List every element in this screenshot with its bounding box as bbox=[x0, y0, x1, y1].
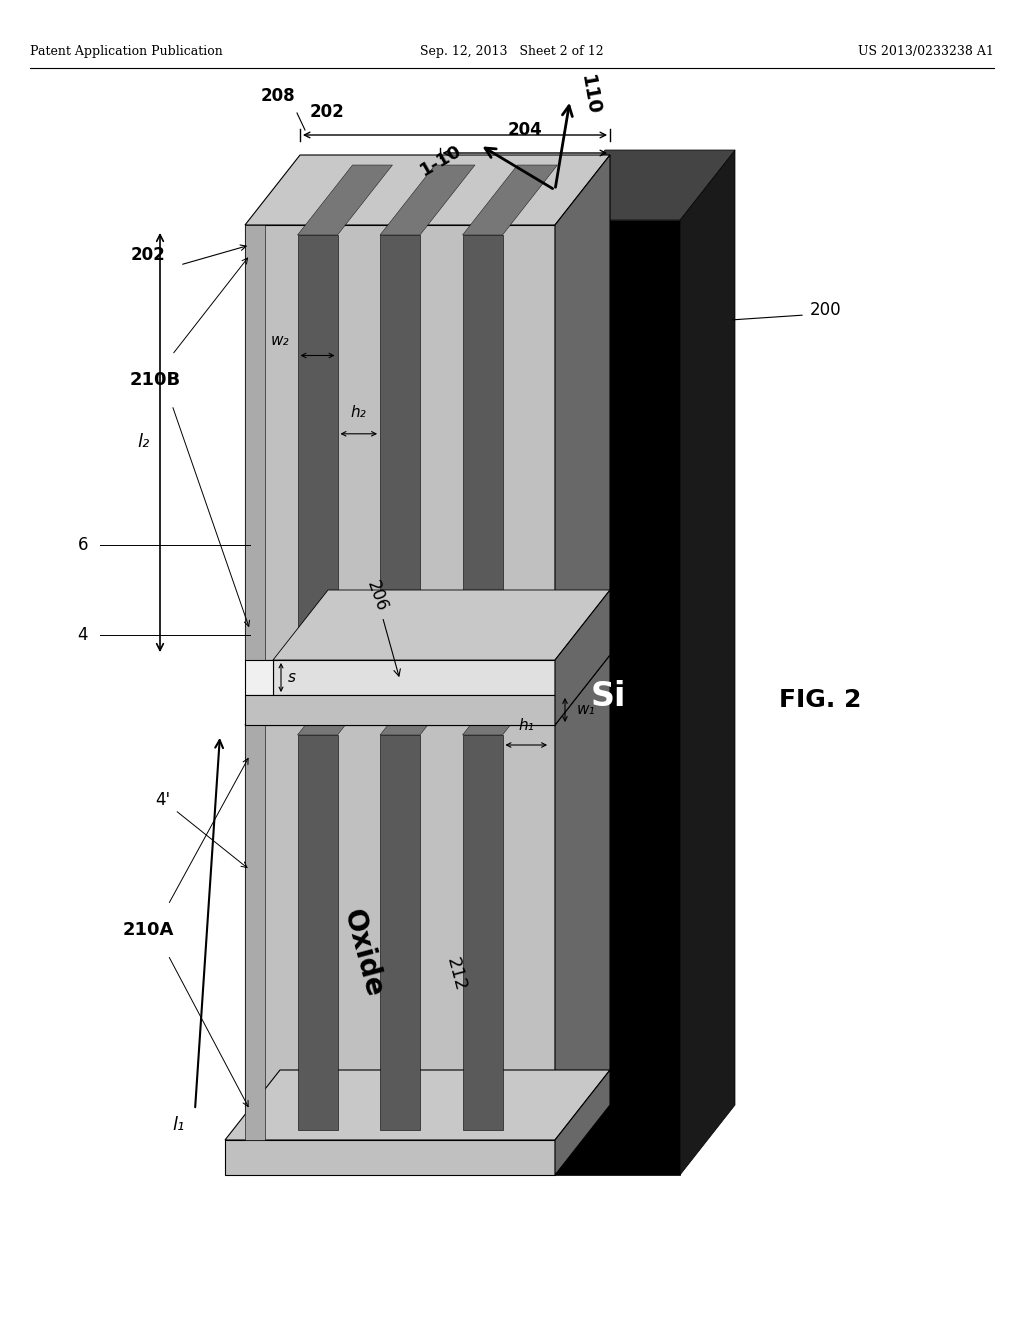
Bar bbox=[463, 235, 503, 649]
Text: 200: 200 bbox=[810, 301, 842, 319]
Text: Sep. 12, 2013   Sheet 2 of 12: Sep. 12, 2013 Sheet 2 of 12 bbox=[420, 45, 604, 58]
Bar bbox=[298, 235, 338, 649]
Polygon shape bbox=[245, 660, 273, 696]
Polygon shape bbox=[245, 696, 555, 725]
Polygon shape bbox=[273, 660, 555, 696]
Polygon shape bbox=[463, 665, 557, 735]
Text: h₁: h₁ bbox=[518, 718, 534, 733]
Text: 212: 212 bbox=[442, 956, 469, 993]
Bar bbox=[550, 220, 680, 1175]
Text: w₂: w₂ bbox=[271, 333, 290, 348]
Text: 210B: 210B bbox=[129, 371, 180, 389]
Bar bbox=[463, 735, 503, 1130]
Polygon shape bbox=[555, 590, 610, 725]
Text: 110: 110 bbox=[577, 74, 603, 116]
Polygon shape bbox=[245, 725, 265, 1140]
Text: 4': 4' bbox=[155, 791, 170, 809]
Text: Si: Si bbox=[591, 681, 627, 714]
Text: l₂: l₂ bbox=[138, 433, 150, 451]
Text: 6: 6 bbox=[78, 536, 88, 554]
Polygon shape bbox=[463, 165, 557, 235]
Text: 206: 206 bbox=[362, 578, 400, 676]
Bar bbox=[298, 735, 338, 1130]
Text: US 2013/0233238 A1: US 2013/0233238 A1 bbox=[858, 45, 994, 58]
Text: s: s bbox=[288, 669, 296, 685]
Text: 202: 202 bbox=[130, 246, 165, 264]
Text: 4: 4 bbox=[78, 626, 88, 644]
Text: Patent Application Publication: Patent Application Publication bbox=[30, 45, 223, 58]
Polygon shape bbox=[555, 154, 610, 660]
Text: 210A: 210A bbox=[122, 921, 174, 939]
Text: w₁: w₁ bbox=[577, 702, 596, 718]
Polygon shape bbox=[298, 665, 392, 735]
Polygon shape bbox=[555, 1071, 610, 1175]
Polygon shape bbox=[245, 655, 610, 725]
Bar bbox=[380, 735, 420, 1130]
Text: h₂: h₂ bbox=[350, 405, 366, 420]
Polygon shape bbox=[298, 165, 392, 235]
Text: Oxide: Oxide bbox=[338, 907, 388, 1001]
Text: 1-10: 1-10 bbox=[417, 141, 465, 180]
Polygon shape bbox=[245, 154, 610, 224]
Text: FIG. 2: FIG. 2 bbox=[779, 688, 861, 711]
Polygon shape bbox=[380, 665, 475, 735]
Text: 202: 202 bbox=[310, 103, 345, 121]
Bar bbox=[225, 1140, 555, 1175]
Polygon shape bbox=[273, 590, 610, 660]
Text: l₁: l₁ bbox=[173, 1115, 185, 1134]
Polygon shape bbox=[380, 165, 475, 235]
Polygon shape bbox=[225, 1071, 610, 1140]
Polygon shape bbox=[680, 150, 735, 1175]
Polygon shape bbox=[550, 150, 735, 220]
Polygon shape bbox=[555, 655, 610, 1140]
Text: 204: 204 bbox=[507, 121, 542, 139]
Polygon shape bbox=[245, 725, 555, 1140]
Bar bbox=[380, 235, 420, 649]
Polygon shape bbox=[245, 224, 265, 660]
Text: 208: 208 bbox=[260, 87, 295, 106]
Polygon shape bbox=[245, 224, 555, 660]
